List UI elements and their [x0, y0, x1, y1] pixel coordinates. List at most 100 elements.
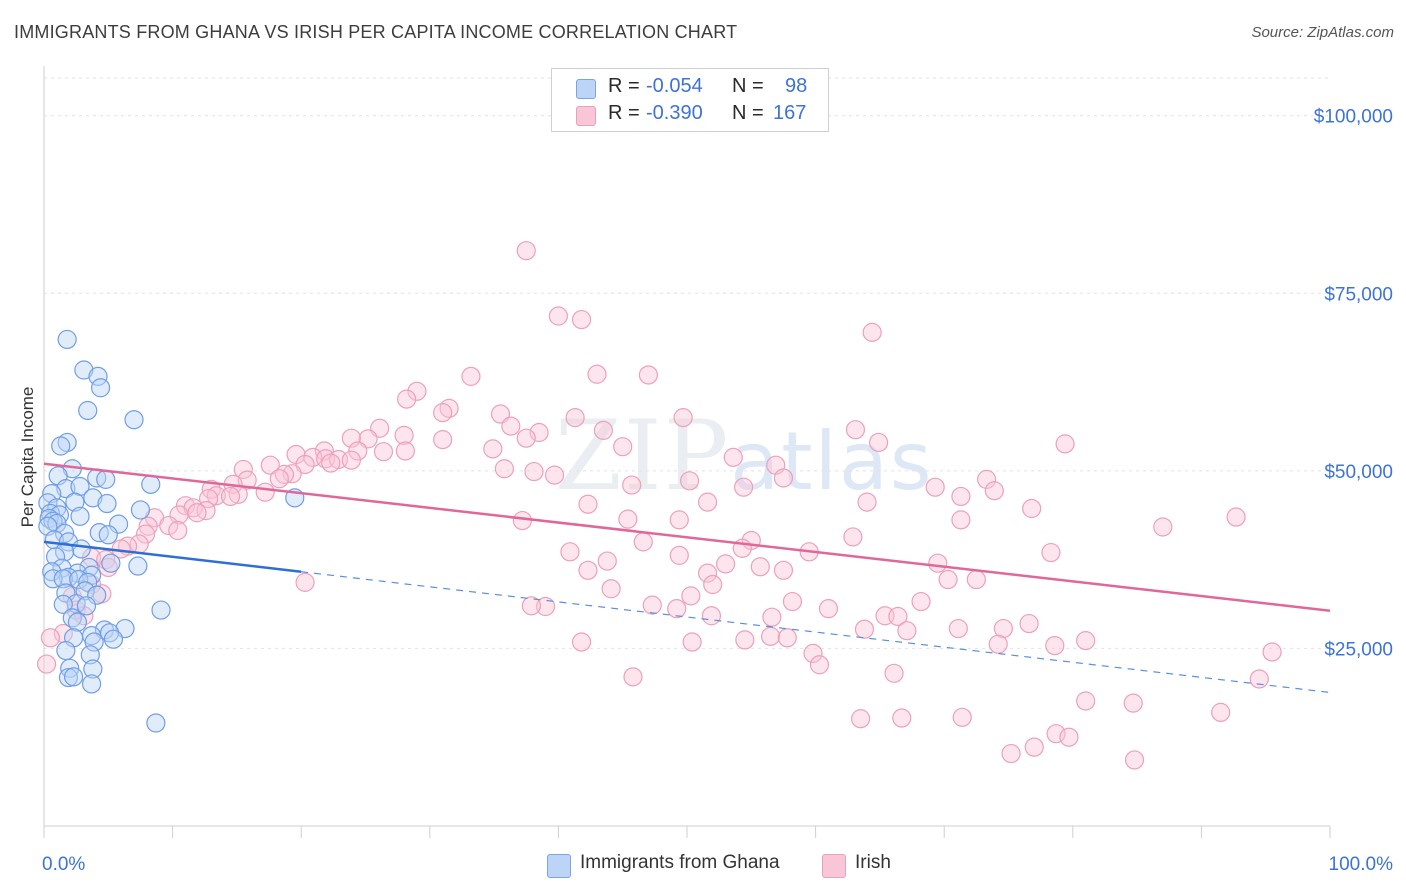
ghana-point: [96, 469, 116, 489]
irish-point: [36, 654, 57, 674]
irish-point: [952, 707, 972, 727]
ghana-point: [51, 436, 71, 456]
irish-point: [1153, 517, 1173, 537]
irish-point: [199, 488, 219, 509]
irish-point: [516, 241, 536, 261]
ghana-point: [128, 556, 148, 576]
irish-point: [977, 469, 997, 489]
irish-point: [255, 482, 275, 502]
series-legend-irish: Irish: [822, 852, 922, 878]
irish-point: [578, 560, 598, 580]
irish-point: [845, 420, 866, 440]
ghana-point: [54, 542, 75, 562]
ghana-point: [84, 632, 104, 652]
ghana-point: [101, 553, 121, 573]
ghana-point: [90, 378, 111, 398]
ghana-point: [53, 569, 73, 589]
irish-point: [948, 618, 968, 639]
irish-point: [613, 437, 633, 457]
legend-row-ghana: R = -0.054 N = 98: [552, 73, 828, 101]
irish-point: [884, 663, 904, 683]
irish-point: [206, 486, 226, 506]
irish-point: [1022, 498, 1042, 519]
irish-point: [394, 425, 414, 445]
irish-point: [282, 464, 302, 484]
irish-point: [618, 509, 638, 529]
zipatlas-watermark: ZIPatlas: [555, 400, 934, 512]
irish-point: [1041, 542, 1061, 563]
irish-point: [524, 461, 544, 482]
irish-point: [138, 516, 158, 536]
irish-point: [818, 599, 839, 619]
ghana-point: [67, 612, 88, 632]
source-credit: Source: ZipAtlas.com: [1251, 24, 1394, 41]
irish-point: [773, 560, 794, 580]
irish-point: [233, 459, 253, 480]
irish-point: [407, 381, 427, 401]
legend-r-label: R =: [608, 102, 646, 124]
irish-point: [928, 553, 948, 573]
ghana-point: [65, 492, 85, 512]
irish-point: [220, 486, 241, 507]
ghana-point: [81, 674, 102, 694]
irish-point: [984, 481, 1004, 501]
irish-point: [501, 416, 521, 436]
irish-point: [433, 403, 453, 423]
irish-point: [951, 486, 971, 507]
irish-point: [638, 365, 659, 385]
irish-point: [571, 632, 592, 652]
irish-point: [40, 628, 61, 648]
irish-point: [578, 494, 598, 514]
irish-point: [321, 453, 341, 473]
irish-point: [1019, 613, 1039, 634]
series-swatch-irish: [822, 854, 846, 878]
irish-point: [1262, 642, 1282, 662]
legend-n-value: 167: [773, 102, 807, 124]
irish-point: [669, 545, 689, 565]
irish-point: [1249, 669, 1269, 689]
irish-point: [512, 510, 532, 531]
irish-point: [1123, 693, 1143, 713]
ghana-point: [58, 667, 79, 688]
irish-point: [565, 407, 585, 428]
irish-point: [782, 591, 803, 612]
irish-point: [679, 471, 700, 491]
irish-point: [988, 634, 1008, 654]
irish-point: [341, 450, 361, 470]
irish-point: [897, 621, 917, 641]
irish-point: [809, 655, 830, 675]
irish-point: [397, 389, 417, 409]
ghana-point: [76, 596, 97, 616]
irish-point: [682, 632, 702, 652]
irish-point: [723, 447, 743, 467]
irish-point: [1076, 631, 1096, 651]
x-tick-label-max: 100.0%: [1329, 854, 1394, 875]
ghana-point: [70, 506, 90, 526]
irish-point: [560, 542, 580, 562]
ghana-point: [42, 483, 62, 504]
irish-point: [96, 550, 116, 570]
irish-point: [237, 470, 257, 490]
ghana-point: [130, 500, 151, 520]
irish-point: [773, 468, 794, 488]
irish-point: [760, 626, 781, 646]
irish-point: [1024, 737, 1044, 757]
x-tick-label-min: 0.0%: [42, 854, 85, 875]
irish-point: [483, 439, 503, 459]
irish-point: [187, 503, 207, 523]
ghana-point: [151, 600, 171, 620]
irish-point: [373, 442, 394, 462]
ghana-point: [45, 547, 66, 567]
ghana-point: [43, 569, 63, 589]
y-tick-label: $75,000: [1324, 284, 1393, 305]
ghana-point: [83, 659, 103, 679]
ghana-point: [56, 479, 76, 499]
irish-point: [966, 569, 986, 590]
ghana-point: [88, 366, 108, 386]
y-tick-label: $25,000: [1324, 639, 1393, 660]
legend-r-value: -0.054: [646, 75, 703, 97]
ghana-point: [53, 594, 73, 614]
irish-point: [667, 599, 687, 619]
irish-point: [516, 428, 536, 448]
